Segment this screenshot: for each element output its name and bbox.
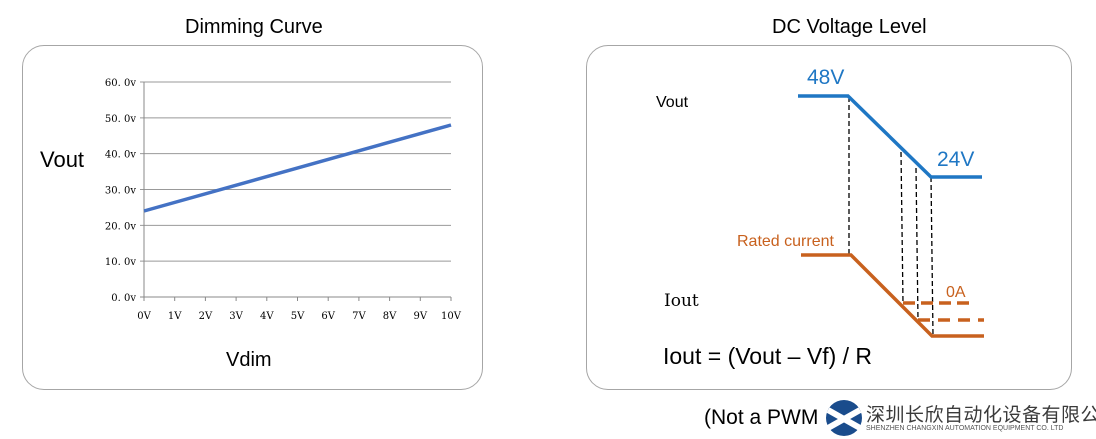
left-title: Dimming Curve bbox=[185, 16, 323, 38]
x-tick-label: 4V bbox=[260, 311, 274, 322]
v-low-label: 24V bbox=[937, 148, 975, 171]
dimming-curve-panel bbox=[22, 45, 483, 390]
logo-cn: 深圳长欣自动化设备有限公司 bbox=[866, 405, 1096, 426]
x-tick-label: 5V bbox=[291, 311, 305, 322]
formula: Iout = (Vout – Vf) / R bbox=[663, 343, 873, 369]
company-logo: 深圳长欣自动化设备有限公司 SHENZHEN CHANGXIN AUTOMATI… bbox=[822, 398, 1096, 439]
x-tick-label: 7V bbox=[352, 311, 366, 322]
x-tick-label: 8V bbox=[383, 311, 397, 322]
current-line bbox=[801, 253, 984, 338]
x-tick-label: 0V bbox=[137, 311, 151, 322]
x-tick-label: 10V bbox=[441, 311, 462, 322]
y-tick-label: 40. 0v bbox=[105, 150, 136, 161]
vout-label: Vout bbox=[656, 94, 689, 111]
x-tick-label: 3V bbox=[229, 311, 243, 322]
series-line bbox=[143, 123, 452, 213]
y-tick-label: 20. 0v bbox=[105, 221, 136, 232]
y-tick-label: 60. 0v bbox=[105, 78, 136, 89]
y-tick-label: 10. 0v bbox=[105, 257, 136, 268]
v-high-label: 48V bbox=[807, 66, 845, 89]
guide-line bbox=[900, 151, 904, 304]
rated-current-label: Rated current bbox=[737, 233, 834, 250]
right-title: DC Voltage Level bbox=[772, 16, 927, 38]
x-tick-label: 6V bbox=[321, 311, 335, 322]
voltage-line bbox=[798, 94, 982, 179]
guide-line bbox=[915, 167, 919, 321]
logo-en: SHENZHEN CHANGXIN AUTOMATION EQUIPMENT C… bbox=[866, 425, 1064, 432]
zero-current-label: 0A bbox=[946, 284, 966, 301]
y-tick-label: 30. 0v bbox=[105, 186, 136, 197]
logo-mark-icon bbox=[826, 400, 862, 436]
x-tick-label: 9V bbox=[414, 311, 428, 322]
x-axis-label: Vdim bbox=[226, 349, 272, 371]
guide-line bbox=[930, 176, 934, 337]
iout-label: Iout bbox=[664, 291, 699, 311]
footer-note: (Not a PWM bbox=[704, 406, 819, 429]
x-tick-label: 1V bbox=[168, 311, 182, 322]
y-tick-label: 50. 0v bbox=[105, 114, 136, 125]
dc-voltage-panel bbox=[586, 45, 1072, 390]
y-tick-label: 0. 0v bbox=[111, 293, 136, 304]
y-axis-label: Vout bbox=[40, 147, 84, 172]
x-tick-label: 2V bbox=[199, 311, 213, 322]
